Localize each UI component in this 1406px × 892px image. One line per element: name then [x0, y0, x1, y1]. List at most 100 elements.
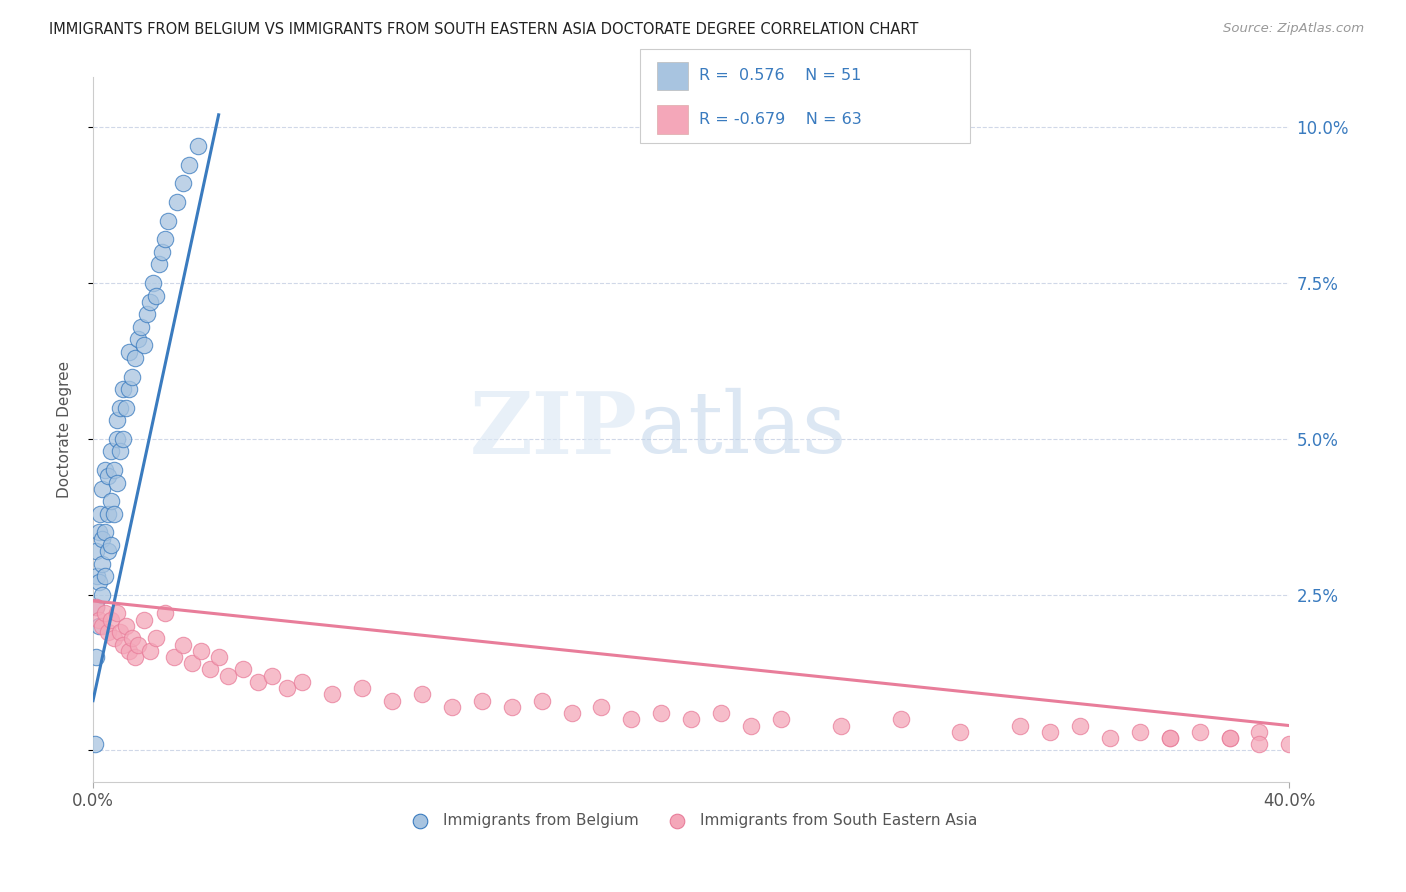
Point	[166, 195, 188, 210]
Point	[740, 718, 762, 732]
Point	[890, 712, 912, 726]
Point	[352, 681, 374, 695]
Point	[561, 706, 583, 720]
Point	[1219, 731, 1241, 745]
Point	[1159, 731, 1181, 745]
Point	[84, 600, 107, 615]
Point	[145, 288, 167, 302]
Point	[91, 482, 114, 496]
Point	[321, 687, 343, 701]
Point	[1159, 731, 1181, 745]
Point	[530, 693, 553, 707]
Point	[105, 475, 128, 490]
Point	[769, 712, 792, 726]
Point	[115, 619, 138, 633]
Point	[291, 675, 314, 690]
Point	[132, 613, 155, 627]
Point	[142, 276, 165, 290]
Point	[650, 706, 672, 720]
Point	[207, 650, 229, 665]
Text: Source: ZipAtlas.com: Source: ZipAtlas.com	[1223, 22, 1364, 36]
Point	[87, 525, 110, 540]
Point	[156, 214, 179, 228]
Point	[198, 663, 221, 677]
Point	[620, 712, 643, 726]
Point	[94, 607, 117, 621]
Point	[124, 650, 146, 665]
Point	[111, 382, 134, 396]
Point	[108, 401, 131, 415]
Point	[1278, 737, 1301, 751]
Point	[97, 507, 120, 521]
Point	[105, 432, 128, 446]
Point	[830, 718, 852, 732]
Point	[111, 638, 134, 652]
Point	[86, 569, 108, 583]
Point	[180, 657, 202, 671]
Point	[148, 257, 170, 271]
Point	[127, 332, 149, 346]
Point	[100, 494, 122, 508]
Point	[1129, 724, 1152, 739]
Point	[94, 525, 117, 540]
Point	[118, 382, 141, 396]
Point	[91, 532, 114, 546]
Point	[471, 693, 494, 707]
Point	[91, 619, 114, 633]
Point	[440, 699, 463, 714]
Point	[1188, 724, 1211, 739]
Point	[276, 681, 298, 695]
Point	[118, 344, 141, 359]
Point	[129, 319, 152, 334]
Point	[949, 724, 972, 739]
Point	[118, 644, 141, 658]
Point	[100, 613, 122, 627]
Point	[124, 351, 146, 365]
Point	[1010, 718, 1032, 732]
Point	[132, 338, 155, 352]
Point	[105, 413, 128, 427]
Point	[681, 712, 703, 726]
Point	[100, 444, 122, 458]
Point	[150, 244, 173, 259]
Point	[172, 638, 194, 652]
Point	[1098, 731, 1121, 745]
Point	[91, 588, 114, 602]
Point	[121, 632, 143, 646]
Point	[121, 369, 143, 384]
Y-axis label: Doctorate Degree: Doctorate Degree	[58, 361, 72, 498]
Point	[172, 177, 194, 191]
Point	[87, 575, 110, 590]
Text: R =  0.576    N = 51: R = 0.576 N = 51	[699, 69, 860, 83]
Point	[135, 307, 157, 321]
Point	[381, 693, 404, 707]
Point	[94, 569, 117, 583]
Point	[1039, 724, 1062, 739]
Point	[115, 401, 138, 415]
Point	[190, 644, 212, 658]
Point	[187, 139, 209, 153]
Point	[153, 232, 176, 246]
Point	[217, 669, 239, 683]
Point	[501, 699, 523, 714]
Point	[111, 432, 134, 446]
Point	[83, 737, 105, 751]
Point	[139, 644, 162, 658]
Point	[108, 625, 131, 640]
Point	[1069, 718, 1091, 732]
Point	[103, 632, 125, 646]
Point	[163, 650, 186, 665]
Point	[411, 687, 433, 701]
Point	[94, 463, 117, 477]
Point	[84, 650, 107, 665]
Point	[262, 669, 284, 683]
Point	[177, 158, 200, 172]
Point	[97, 469, 120, 483]
Text: R = -0.679    N = 63: R = -0.679 N = 63	[699, 112, 862, 127]
Text: atlas: atlas	[637, 388, 846, 471]
Point	[87, 619, 110, 633]
Point	[1219, 731, 1241, 745]
Point	[84, 544, 107, 558]
Point	[105, 607, 128, 621]
Text: IMMIGRANTS FROM BELGIUM VS IMMIGRANTS FROM SOUTH EASTERN ASIA DOCTORATE DEGREE C: IMMIGRANTS FROM BELGIUM VS IMMIGRANTS FR…	[49, 22, 918, 37]
